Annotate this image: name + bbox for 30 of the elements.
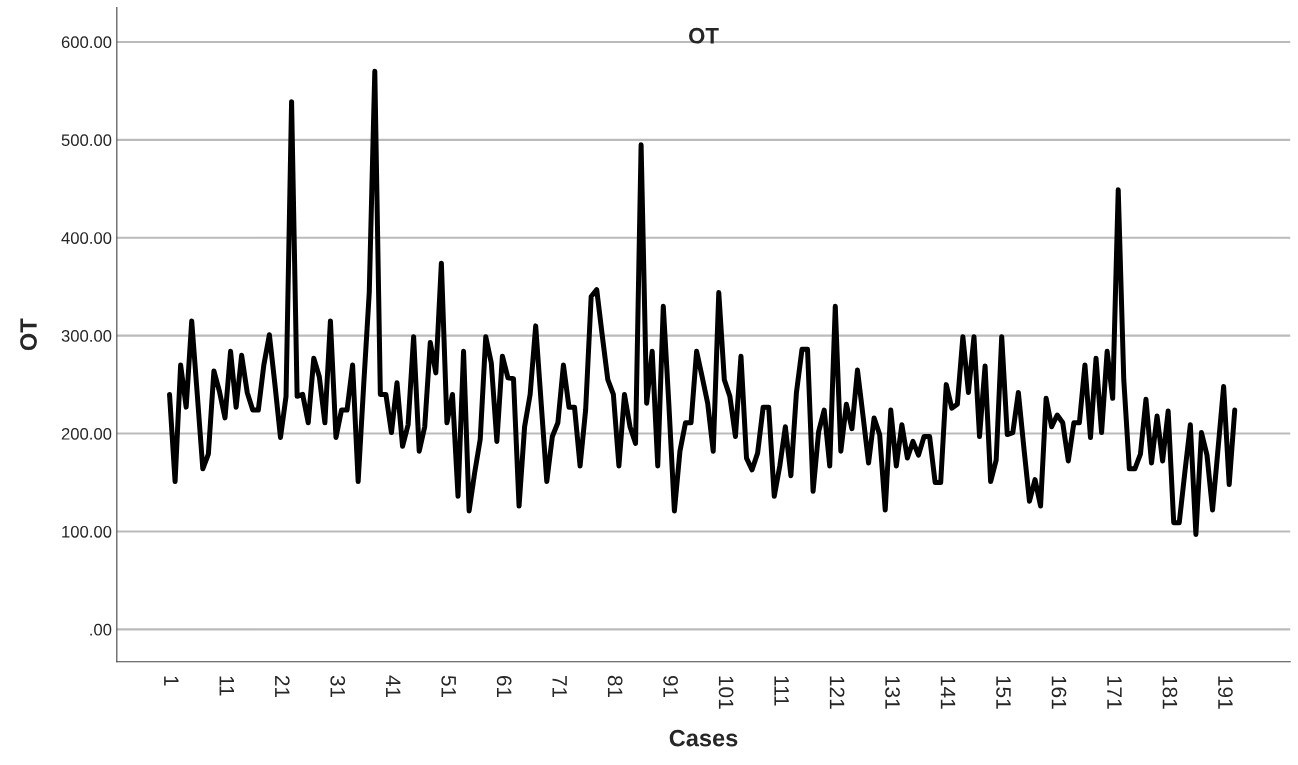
x-tick-label: 41 (386, 675, 401, 698)
x-tick-label: 11 (219, 676, 234, 696)
x-tick-label: 21 (275, 675, 290, 698)
y-tick-label: 400.00 (61, 232, 112, 244)
x-axis-title: Cases (669, 729, 738, 747)
text: OT (689, 27, 719, 44)
x-tick-label: 121 (829, 676, 845, 709)
x-tick-label: 81 (607, 675, 623, 698)
x-tick-label: 191 (1218, 676, 1233, 709)
y-tick-label: 200.00 (61, 427, 112, 440)
y-axis-title: OT (20, 318, 37, 351)
x-tick-label: 61 (496, 675, 512, 698)
x-tick-label: 71 (552, 675, 567, 698)
y-tick-label: 500.00 (61, 134, 112, 147)
x-tick-label: 101 (718, 676, 734, 709)
x-tick-label: 161 (1051, 676, 1067, 709)
y-tick-label: 300.00 (61, 330, 112, 342)
y-tick-label: 600.00 (61, 36, 112, 49)
y-tick-label: 100.00 (62, 525, 112, 538)
x-tick-label: 111 (774, 676, 789, 706)
x-tick-label: 91 (663, 675, 678, 698)
x-tick-label: 131 (885, 676, 900, 709)
x-tick-label: 171 (1107, 676, 1122, 709)
x-tick-label: 151 (996, 676, 1011, 709)
x-tick-label: 141 (940, 676, 956, 709)
y-tick-label: .00 (90, 623, 112, 636)
x-tick-label: 51 (441, 675, 456, 698)
x-tick-label: 31 (330, 675, 346, 698)
x-tick-label: 181 (1162, 676, 1178, 709)
x-tick-label: 1 (164, 676, 179, 686)
